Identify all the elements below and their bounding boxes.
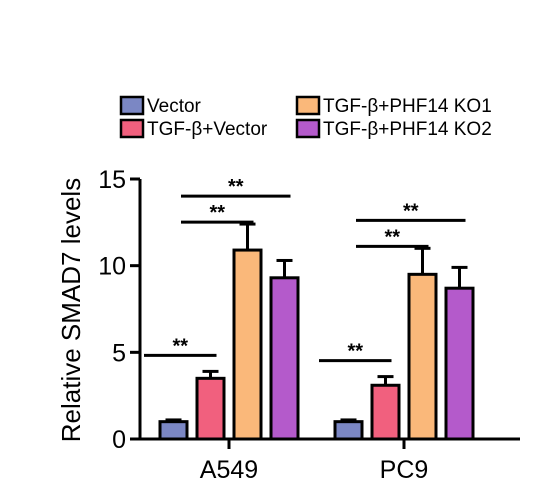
legend-label: Vector [147,96,202,117]
significance-group: ************ [144,176,466,363]
legend-label: TGF-β+PHF14 KO2 [323,119,492,140]
bar [444,286,475,441]
x-tick-label: A549 [200,456,258,484]
error-bars-group [165,222,468,422]
y-tick-label: 0 [112,426,126,454]
y-axis-label: Relative SMAD7 levels [56,178,86,442]
legend-swatch [295,118,321,139]
significance-label: ** [384,226,400,248]
significance-label: ** [228,176,244,198]
y-tick-label: 5 [112,339,126,367]
y-tick-label: 15 [98,166,126,194]
axes-group: 0 5 10 15 A549 PC9 [98,166,520,484]
significance-label: ** [209,202,225,224]
significance-label: ** [172,335,188,357]
significance-label: ** [403,200,419,222]
y-tick-label: 10 [98,253,126,281]
bars-group [158,248,475,441]
significance-label: ** [347,341,363,363]
bar [370,383,401,441]
bar [333,420,364,441]
bar [269,276,300,441]
bar [407,272,438,441]
bar [158,420,189,441]
legend-label: TGF-β+Vector [147,119,268,140]
x-tick-label: PC9 [380,456,429,484]
legend-swatch [119,118,145,139]
legend-label: TGF-β+PHF14 KO1 [323,96,492,117]
legend-swatch [295,95,321,116]
legend-swatch [119,95,145,116]
bar [195,376,226,441]
bar [232,248,263,441]
